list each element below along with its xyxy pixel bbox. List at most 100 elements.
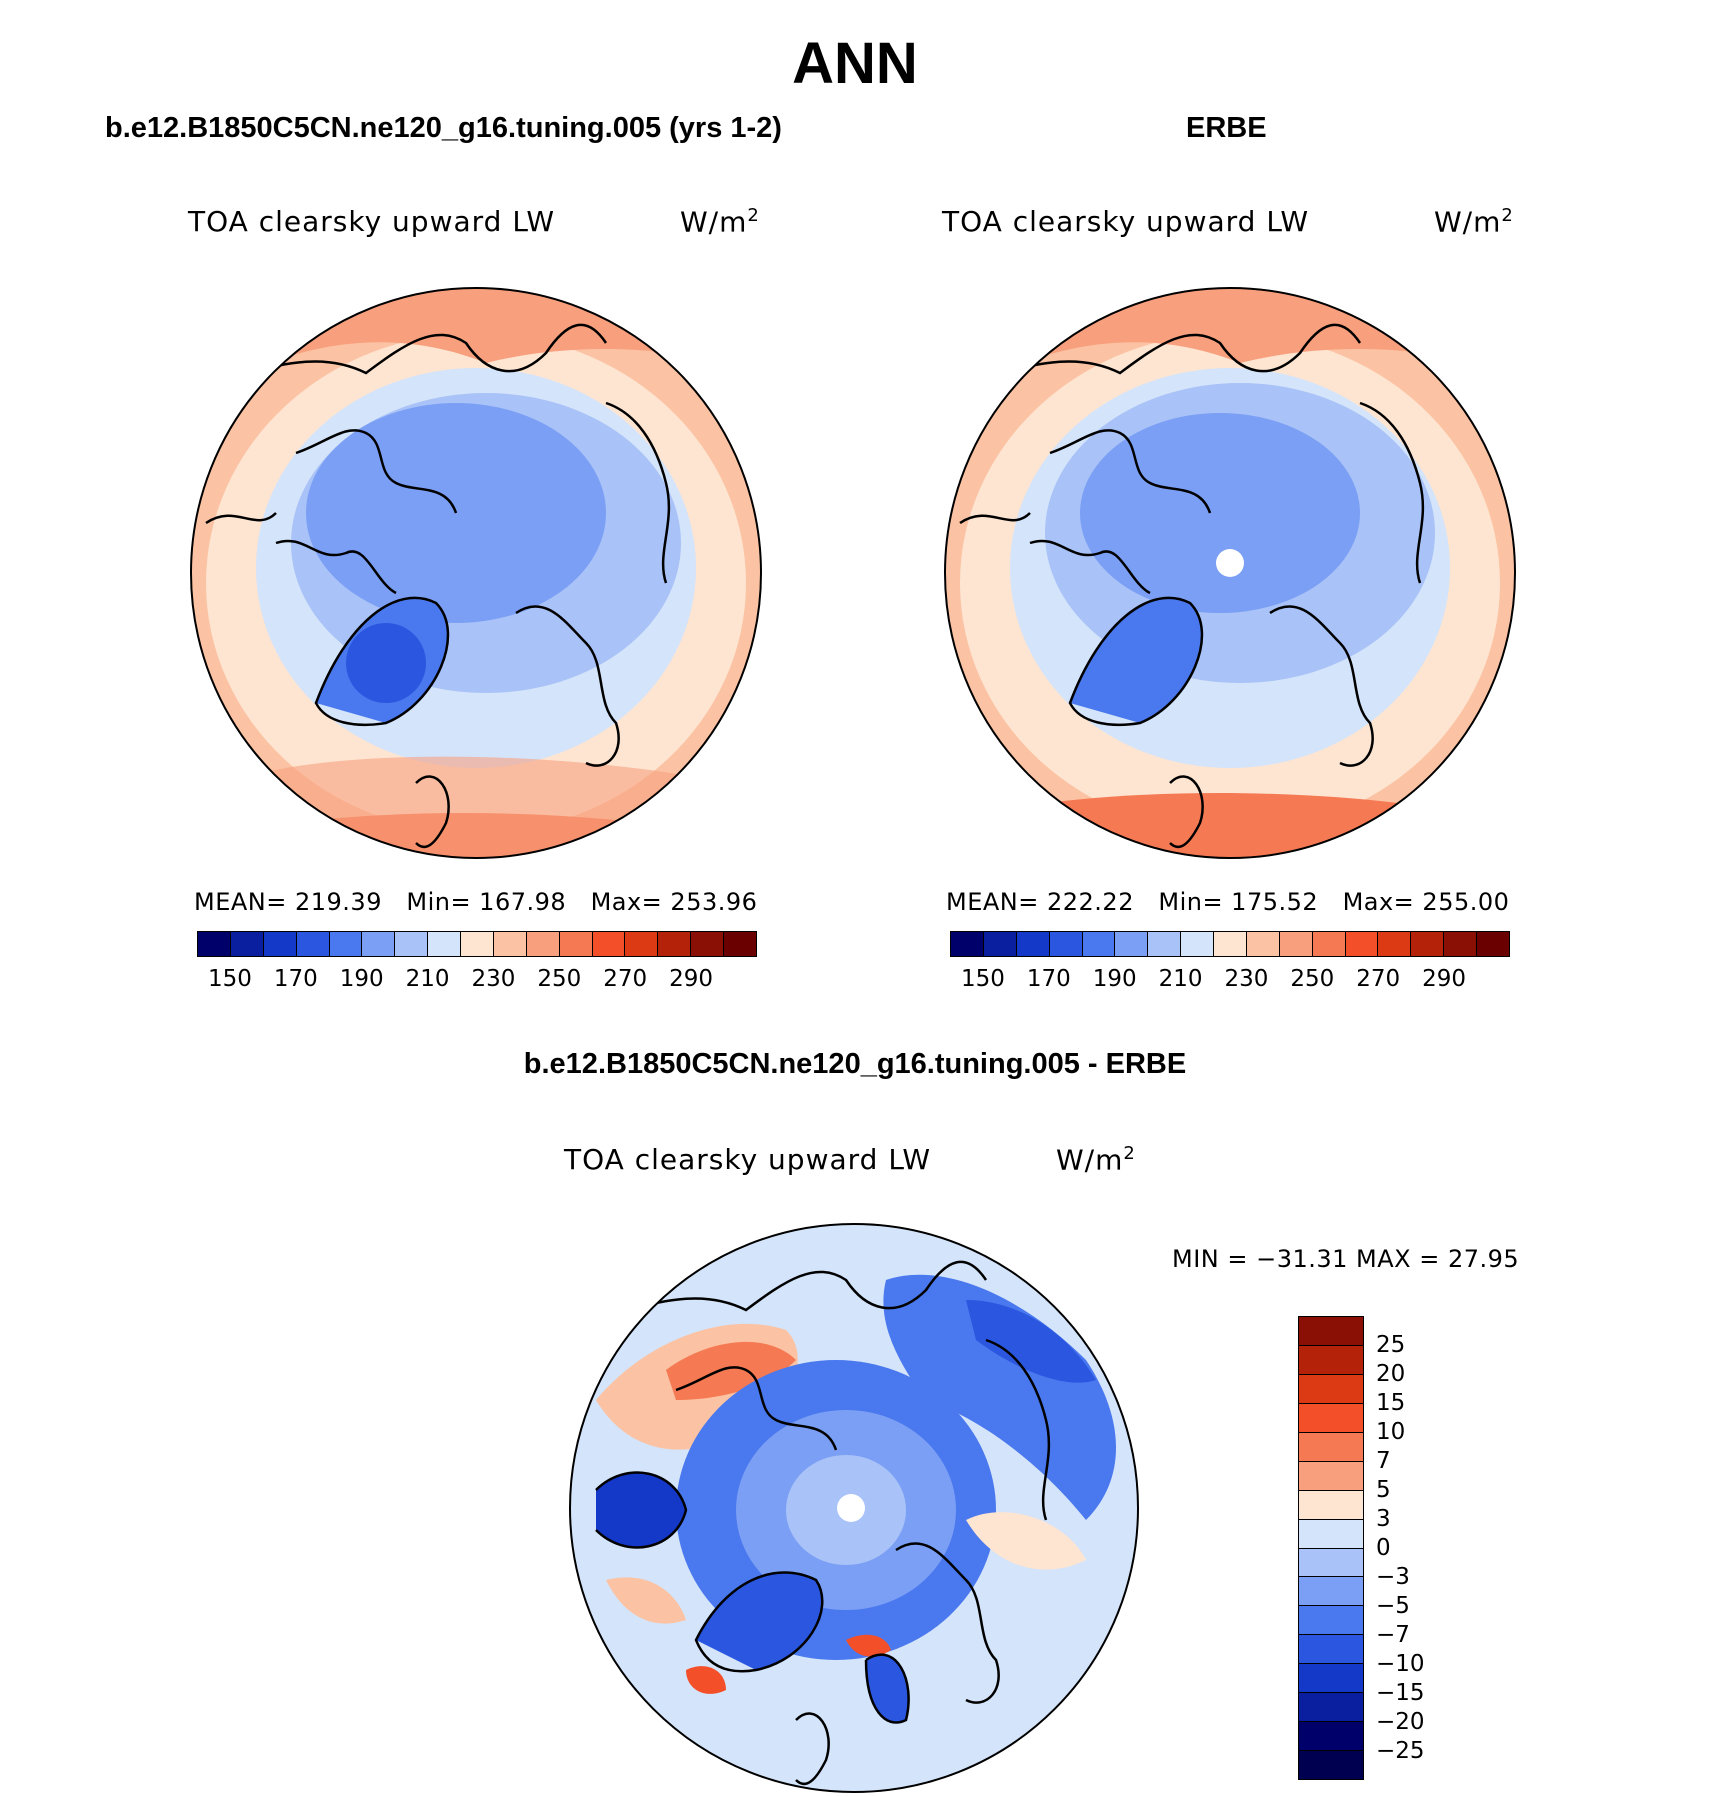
colorbar-segment <box>1477 932 1509 956</box>
colorbar-segment <box>1299 1577 1363 1607</box>
colorbar-segment <box>1279 932 1313 956</box>
colorbar-segment <box>1181 932 1214 956</box>
colorbar-segment <box>1115 932 1149 956</box>
colorbar-tick-label: 5 <box>1376 1477 1391 1503</box>
colorbar-segment <box>362 932 396 956</box>
units-label-model: W/m2 <box>680 205 760 239</box>
colorbar-segment <box>329 932 363 956</box>
colorbar-tick-label: 0 <box>1376 1535 1391 1561</box>
colorbar-segment <box>1312 932 1346 956</box>
colorbar-tick-label: 7 <box>1376 1448 1391 1474</box>
colorbar-tick-label: 270 <box>603 966 648 992</box>
colorbar-segment <box>296 932 330 956</box>
colorbar-tick-label: 3 <box>1376 1506 1391 1532</box>
colorbar-segment <box>983 932 1017 956</box>
colorbar-segment <box>1299 1374 1363 1404</box>
colorbar-obs <box>950 931 1510 957</box>
colorbar-segment <box>230 932 264 956</box>
colorbar-segment <box>395 932 429 956</box>
colorbar-segment <box>1299 1403 1363 1433</box>
colorbar-tick-label: −20 <box>1376 1709 1425 1735</box>
colorbar-segment <box>1299 1490 1363 1520</box>
colorbar-tick-label: −5 <box>1376 1593 1410 1619</box>
colorbar-segment <box>1049 932 1083 956</box>
colorbar-segment <box>1299 1751 1363 1779</box>
colorbar-tick-label: 210 <box>1158 966 1203 992</box>
colorbar-tick-label: −15 <box>1376 1680 1425 1706</box>
colorbar-tick-label: 290 <box>669 966 714 992</box>
colorbar-tick-label: 250 <box>1290 966 1335 992</box>
colorbar-segment <box>1299 1519 1363 1549</box>
units-label-diff: W/m2 <box>1056 1143 1136 1177</box>
colorbar-segment <box>1411 932 1445 956</box>
colorbar-tick-label: 15 <box>1376 1390 1406 1416</box>
colorbar-segment <box>1299 1635 1363 1665</box>
colorbar-segment <box>1246 932 1280 956</box>
colorbar-segment <box>526 932 560 956</box>
colorbar-segment <box>625 932 659 956</box>
units-label-obs: W/m2 <box>1434 205 1514 239</box>
colorbar-segment <box>198 932 231 956</box>
colorbar-segment <box>461 932 494 956</box>
colorbar-tick-label: 290 <box>1422 966 1467 992</box>
colorbar-segment <box>691 932 724 956</box>
colorbar-tick-label: 190 <box>1092 966 1137 992</box>
colorbar-segment <box>1214 932 1247 956</box>
colorbar-segment <box>1299 1664 1363 1694</box>
colorbar-model <box>197 931 757 957</box>
colorbar-segment <box>559 932 593 956</box>
colorbar-segment <box>493 932 527 956</box>
polar-map-model <box>190 287 762 859</box>
colorbar-tick-label: 230 <box>1224 966 1269 992</box>
colorbar-tick-label: 20 <box>1376 1361 1406 1387</box>
colorbar-segment <box>1016 932 1050 956</box>
colorbar-tick-label: 150 <box>960 966 1005 992</box>
colorbar-tick-label: 150 <box>207 966 252 992</box>
colorbar-tick-label: 170 <box>1026 966 1071 992</box>
colorbar-tick-label: −3 <box>1376 1564 1410 1590</box>
colorbar-tick-label: 270 <box>1356 966 1401 992</box>
colorbar-tick-label: −7 <box>1376 1622 1410 1648</box>
panel-title-model: b.e12.B1850C5CN.ne120_g16.tuning.005 (yr… <box>105 112 782 144</box>
colorbar-tick-label: 25 <box>1376 1332 1406 1358</box>
colorbar-segment <box>1299 1461 1363 1491</box>
colorbar-segment <box>1299 1345 1363 1375</box>
colorbar-tick-label: 210 <box>405 966 450 992</box>
polar-map-difference <box>569 1223 1139 1793</box>
colorbar-tick-label: 170 <box>273 966 318 992</box>
colorbar-tick-label: 250 <box>537 966 582 992</box>
colorbar-segment <box>592 932 626 956</box>
colorbar-tick-label: −25 <box>1376 1738 1425 1764</box>
stats-model: MEAN= 219.39 Min= 167.98 Max= 253.96 <box>194 888 758 916</box>
panel-title-diff: b.e12.B1850C5CN.ne120_g16.tuning.005 - E… <box>523 1048 1187 1080</box>
colorbar-segment <box>1082 932 1116 956</box>
colorbar-segment <box>1378 932 1412 956</box>
colorbar-segment <box>1299 1432 1363 1462</box>
colorbar-segment <box>1299 1317 1363 1346</box>
polar-map-obs <box>944 287 1516 859</box>
colorbar-tick-label: 10 <box>1376 1419 1406 1445</box>
colorbar-tick-label: 230 <box>471 966 516 992</box>
colorbar-segment <box>1299 1606 1363 1636</box>
colorbar-tick-label: −10 <box>1376 1651 1425 1677</box>
colorbar-segment <box>1148 932 1182 956</box>
colorbar-segment <box>1299 1548 1363 1578</box>
figure-title: ANN <box>792 31 918 96</box>
stats-diff: MIN = −31.31 MAX = 27.95 <box>1172 1245 1520 1273</box>
variable-label-model: TOA clearsky upward LW <box>188 205 556 238</box>
colorbar-segment <box>724 932 756 956</box>
colorbar-segment <box>263 932 297 956</box>
colorbar-segment <box>1299 1722 1363 1752</box>
colorbar-segment <box>1345 932 1379 956</box>
colorbar-segment <box>658 932 692 956</box>
colorbar-segment <box>1299 1693 1363 1723</box>
stats-obs: MEAN= 222.22 Min= 175.52 Max= 255.00 <box>946 888 1510 916</box>
colorbar-difference <box>1298 1316 1364 1780</box>
colorbar-segment <box>951 932 984 956</box>
variable-label-diff: TOA clearsky upward LW <box>564 1143 932 1176</box>
colorbar-segment <box>1444 932 1477 956</box>
colorbar-segment <box>428 932 461 956</box>
colorbar-tick-label: 190 <box>339 966 384 992</box>
variable-label-obs: TOA clearsky upward LW <box>942 205 1310 238</box>
panel-title-obs: ERBE <box>1186 112 1267 144</box>
